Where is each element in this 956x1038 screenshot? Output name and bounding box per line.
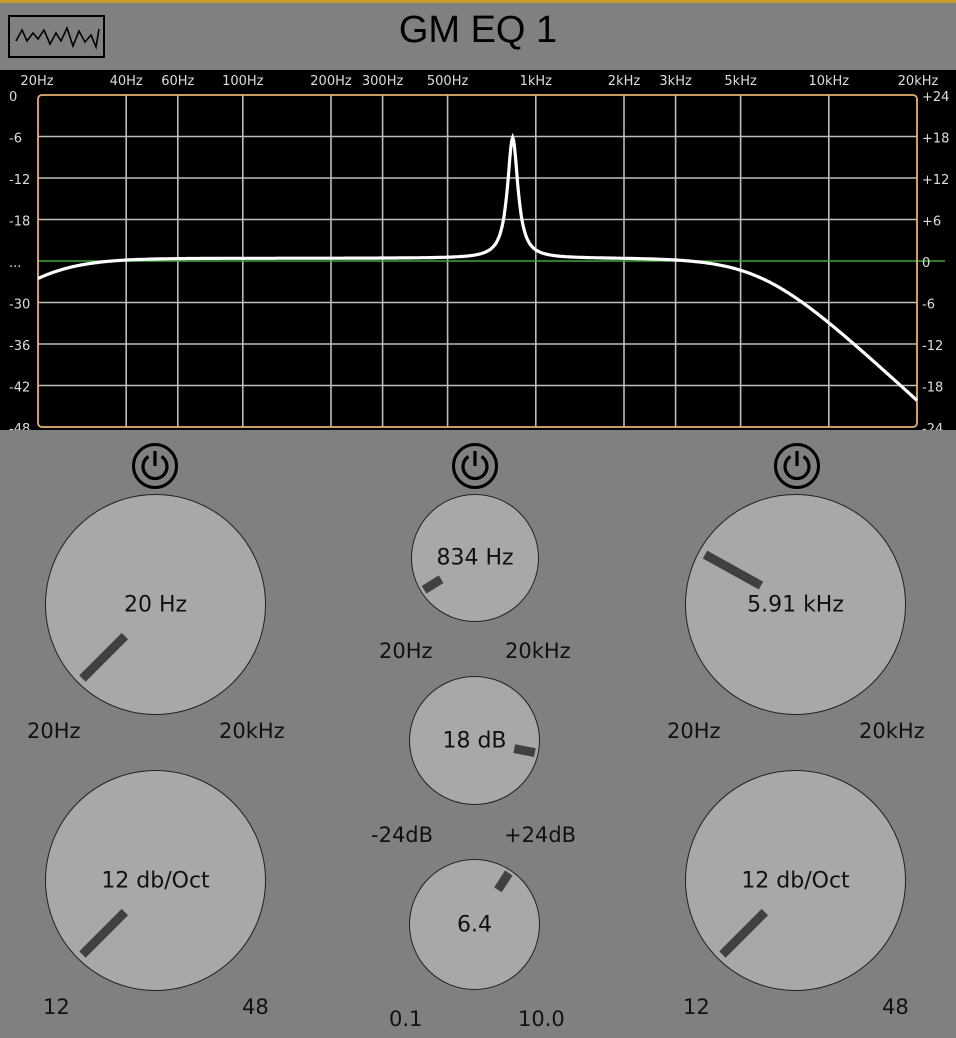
mid-frequency-knob[interactable]: 834 Hz <box>411 494 539 622</box>
top-accent-line <box>0 0 956 3</box>
low-band-power-button[interactable] <box>132 443 178 489</box>
high-band-power-button[interactable] <box>774 443 820 489</box>
mid-gain-knob[interactable]: 18 dB <box>409 676 540 805</box>
db-axis-label-left: -18 <box>9 215 30 230</box>
db-axis-label-left: -36 <box>9 339 30 354</box>
db-axis-label-right: +18 <box>922 132 949 147</box>
db-axis-label-right: -6 <box>922 298 935 313</box>
knob-pointer <box>718 908 768 958</box>
db-axis-label-right: +12 <box>922 173 949 188</box>
knob-pointer <box>493 870 513 892</box>
knob-max-label: 20kHz <box>505 639 571 663</box>
eq-response-curve <box>37 132 919 402</box>
db-axis-label-right: -24 <box>922 422 943 430</box>
freq-axis-label: 20Hz <box>20 74 53 89</box>
mid-band-power-button[interactable] <box>452 443 498 489</box>
eq-response-graph[interactable]: 20Hz 40Hz 60Hz 100Hz 200Hz 300Hz 500Hz 1kHz 2kHz… <box>0 70 956 430</box>
db-axis-label-left: -30 <box>9 298 30 313</box>
db-axis-label-left: -42 <box>9 381 30 396</box>
db-axis-label-right: -12 <box>922 339 943 354</box>
knob-pointer <box>78 632 128 682</box>
db-axis-label-left: -12 <box>9 173 30 188</box>
knob-pointer <box>421 575 444 594</box>
db-axis-label-left: ... <box>9 256 21 271</box>
power-icon <box>783 451 811 481</box>
power-icon <box>141 451 169 481</box>
knob-max-label: 10.0 <box>518 1007 565 1031</box>
freq-axis-label: 60Hz <box>161 74 194 89</box>
freq-axis-label: 3kHz <box>659 74 692 89</box>
knob-value: 20 Hz <box>123 592 188 617</box>
db-axis-label-left: -48 <box>9 422 30 430</box>
low-cut-frequency-knob[interactable]: 20 Hz <box>45 494 266 715</box>
header: GM EQ 1 <box>0 3 956 70</box>
knob-min-label: 20Hz <box>379 639 433 663</box>
knob-value: 6.4 <box>457 912 492 937</box>
freq-axis-label: 1kHz <box>520 74 553 89</box>
high-cut-frequency-knob[interactable]: 5.91 kHz <box>685 494 906 715</box>
knob-min-label: 0.1 <box>389 1007 423 1031</box>
knob-max-label: 48 <box>242 995 269 1019</box>
knob-max-label: 48 <box>882 995 909 1019</box>
low-cut-slope-knob[interactable]: 12 db/Oct <box>45 770 266 991</box>
knob-min-label: 12 <box>683 995 710 1019</box>
freq-axis-label: 20kHz <box>898 74 939 89</box>
knob-min-label: -24dB <box>371 823 434 847</box>
power-icon <box>461 451 489 481</box>
knob-pointer <box>702 550 763 590</box>
high-cut-slope-knob[interactable]: 12 db/Oct <box>685 770 906 991</box>
db-axis-label-right: +24 <box>922 90 949 105</box>
db-axis-label-right: +6 <box>922 215 941 230</box>
freq-axis-label: 300Hz <box>362 74 404 89</box>
knob-max-label: +24dB <box>504 823 577 847</box>
knob-min-label: 20Hz <box>27 719 81 743</box>
db-axis-label-left: 0 <box>9 90 17 105</box>
knob-value: 12 db/Oct <box>101 868 210 893</box>
waveform-icon <box>8 15 105 58</box>
plugin-title: GM EQ 1 <box>398 9 558 51</box>
freq-axis-label: 5kHz <box>724 74 757 89</box>
freq-axis-label: 500Hz <box>427 74 469 89</box>
knob-min-label: 20Hz <box>667 719 721 743</box>
knob-max-label: 20kHz <box>859 719 925 743</box>
db-axis-label-right: 0 <box>922 256 930 271</box>
knob-max-label: 20kHz <box>219 719 285 743</box>
freq-axis-label: 10kHz <box>808 74 849 89</box>
mid-q-knob[interactable]: 6.4 <box>409 859 540 990</box>
knob-min-label: 12 <box>43 995 70 1019</box>
db-axis-label-left: -6 <box>9 132 22 147</box>
freq-axis-label: 100Hz <box>222 74 264 89</box>
knob-value: 834 Hz <box>436 545 514 571</box>
freq-axis-label: 40Hz <box>110 74 143 89</box>
knob-value: 18 dB <box>442 728 507 753</box>
graph-frame <box>37 94 918 428</box>
freq-axis-label: 2kHz <box>608 74 641 89</box>
knob-value: 5.91 kHz <box>747 592 844 617</box>
freq-axis-label: 200Hz <box>310 74 352 89</box>
knob-value: 12 db/Oct <box>741 868 850 893</box>
db-axis-label-right: -18 <box>922 381 943 396</box>
knob-pointer <box>78 908 128 958</box>
